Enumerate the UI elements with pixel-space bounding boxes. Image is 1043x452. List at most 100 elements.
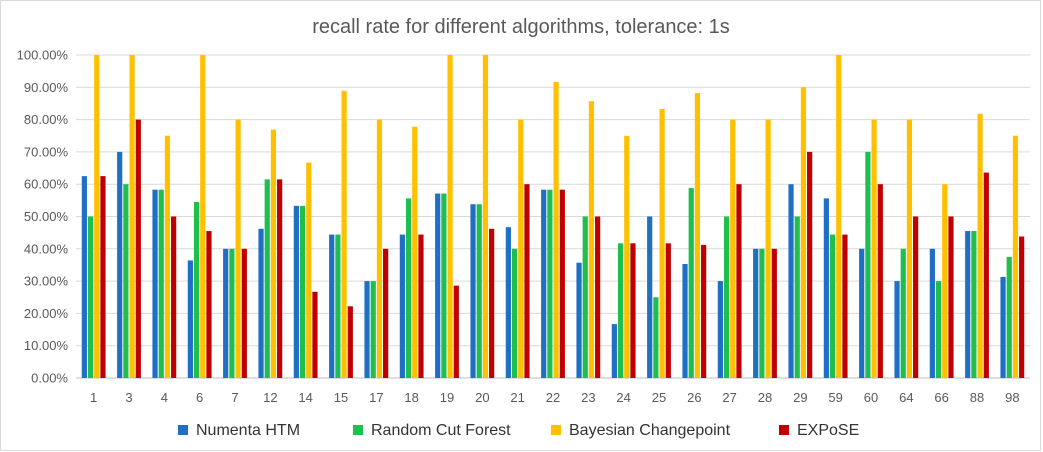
bar <box>948 216 954 378</box>
bar <box>441 193 447 378</box>
x-tick-label: 23 <box>581 390 595 405</box>
x-tick-label: 6 <box>196 390 203 405</box>
x-tick-label: 21 <box>510 390 524 405</box>
bar <box>482 55 489 378</box>
bar <box>241 248 247 378</box>
bar <box>900 248 906 378</box>
bar <box>829 234 836 378</box>
bar <box>193 201 200 378</box>
bar <box>665 243 671 378</box>
bar <box>624 135 630 378</box>
bar <box>859 248 865 378</box>
bar <box>971 231 977 378</box>
y-tick-label: 0.00% <box>31 371 68 386</box>
bar <box>123 184 129 378</box>
bar <box>965 231 971 378</box>
y-tick-label: 100.00% <box>17 48 69 63</box>
legend-swatch <box>551 425 561 435</box>
bar <box>418 234 424 378</box>
x-tick-label: 27 <box>722 390 736 405</box>
bar <box>717 281 723 378</box>
x-tick-label: 14 <box>298 390 312 405</box>
bar <box>913 216 919 378</box>
bar <box>929 248 935 378</box>
bar <box>659 108 665 378</box>
y-tick-label: 60.00% <box>24 177 69 192</box>
legend-swatch <box>353 425 363 435</box>
bar <box>399 234 405 378</box>
bar <box>299 205 306 378</box>
bar <box>264 179 270 378</box>
legend-label: Numenta HTM <box>196 422 300 439</box>
bar <box>81 176 87 378</box>
bar <box>1012 135 1019 378</box>
bar <box>129 55 135 378</box>
x-tick-label: 15 <box>334 390 348 405</box>
bar <box>164 135 171 378</box>
bar <box>383 248 389 378</box>
bar <box>736 184 742 378</box>
bar <box>206 231 212 378</box>
bar <box>588 101 595 379</box>
x-tick-label: 28 <box>758 390 772 405</box>
bar <box>152 189 158 378</box>
bar <box>223 248 229 378</box>
bar <box>329 234 335 378</box>
bar <box>723 216 730 378</box>
bar <box>701 244 707 378</box>
x-tick-label: 64 <box>899 390 913 405</box>
bar <box>807 151 813 378</box>
legend-label: Random Cut Forest <box>371 422 511 439</box>
bar <box>117 151 123 378</box>
bar <box>293 205 299 378</box>
bar <box>771 248 777 378</box>
bar <box>871 119 877 378</box>
bar <box>470 204 476 378</box>
x-tick-label: 24 <box>616 390 630 405</box>
bar <box>559 189 565 378</box>
bar <box>364 281 370 378</box>
bar <box>759 248 765 378</box>
bar <box>489 228 495 378</box>
bar <box>200 55 206 378</box>
bar <box>306 162 312 378</box>
bar <box>730 119 736 378</box>
bar <box>277 179 283 378</box>
bar <box>788 184 794 378</box>
bar <box>158 189 164 378</box>
bar <box>647 216 653 378</box>
bar <box>823 198 829 378</box>
bar <box>877 184 883 378</box>
bar <box>335 234 341 378</box>
bar <box>935 281 942 378</box>
y-tick-label: 20.00% <box>24 306 69 321</box>
bar <box>347 306 353 378</box>
bar <box>341 90 347 378</box>
bar <box>447 55 453 378</box>
x-tick-label: 29 <box>793 390 807 405</box>
y-tick-label: 80.00% <box>24 112 69 127</box>
bar <box>187 260 193 378</box>
bar <box>1019 236 1025 378</box>
bar <box>794 216 800 378</box>
bar <box>258 228 264 378</box>
legend-label: Bayesian Changepoint <box>569 422 731 439</box>
bar <box>511 248 518 378</box>
legend-label: EXPoSE <box>797 422 859 439</box>
bar <box>611 324 617 378</box>
bar <box>370 281 376 378</box>
bar <box>617 243 624 378</box>
bar <box>524 184 530 378</box>
bar <box>682 263 688 378</box>
bar <box>1000 276 1006 378</box>
bar <box>694 93 701 378</box>
gridlines <box>76 54 1030 379</box>
chart-title: recall rate for different algorithms, to… <box>312 16 730 38</box>
legend-swatch <box>178 425 188 435</box>
bar <box>1006 256 1012 378</box>
bar <box>312 291 318 378</box>
bar <box>653 297 659 378</box>
x-tick-label: 22 <box>546 390 560 405</box>
